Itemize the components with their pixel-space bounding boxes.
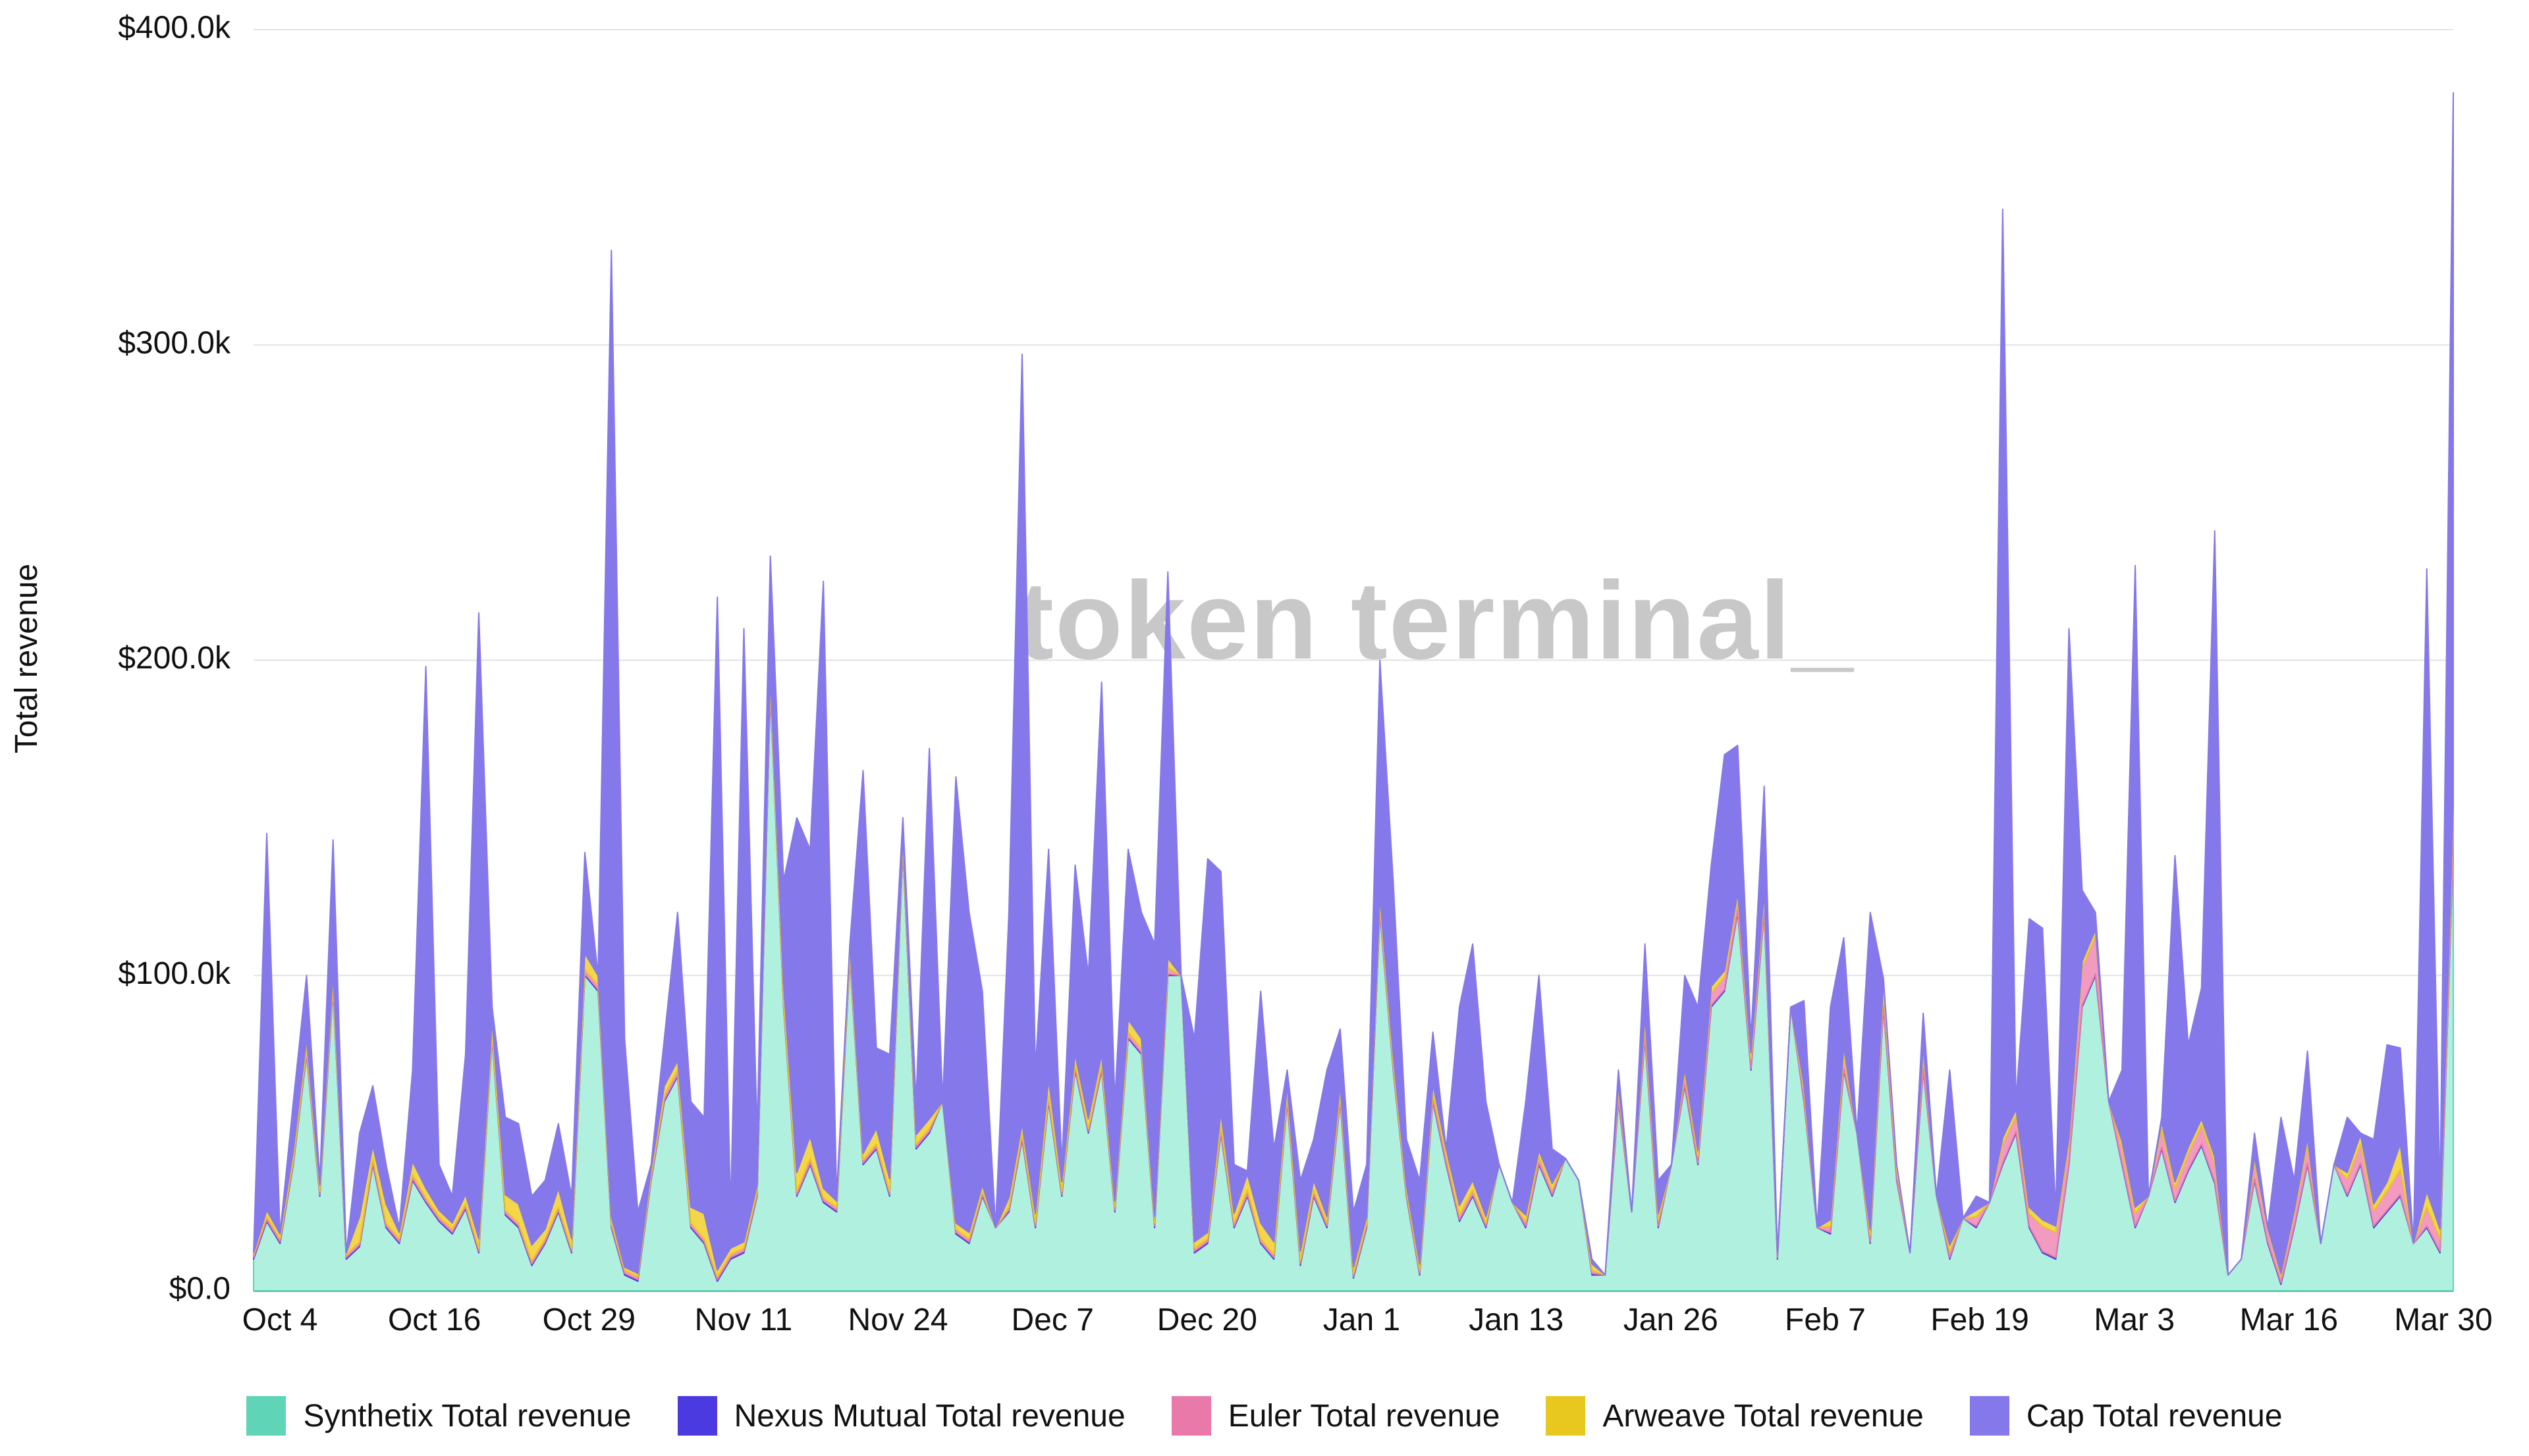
x-tick-label: Oct 4 xyxy=(242,1303,318,1337)
y-tick-label: $300.0k xyxy=(118,325,231,360)
legend-item-4[interactable]: Cap Total revenue xyxy=(1969,1396,2283,1436)
legend-swatch xyxy=(677,1396,717,1436)
legend-item-0[interactable]: Synthetix Total revenue xyxy=(246,1396,632,1436)
legend-label: Nexus Mutual Total revenue xyxy=(734,1398,1126,1434)
legend-label: Cap Total revenue xyxy=(2026,1398,2283,1434)
watermark: token terminal_ xyxy=(1017,558,1855,682)
legend-item-2[interactable]: Euler Total revenue xyxy=(1171,1396,1500,1436)
x-tick-label: Oct 29 xyxy=(543,1303,636,1337)
legend-swatch xyxy=(1969,1396,2009,1436)
x-tick-label: Jan 26 xyxy=(1623,1303,1718,1337)
x-tick-label: Mar 30 xyxy=(2394,1303,2492,1337)
legend-swatch xyxy=(1171,1396,1211,1436)
x-tick-label: Mar 16 xyxy=(2240,1303,2338,1337)
y-tick-label: $200.0k xyxy=(118,641,231,676)
legend-item-3[interactable]: Arweave Total revenue xyxy=(1546,1396,1924,1436)
y-axis-title: Total revenue xyxy=(9,564,44,753)
legend-label: Arweave Total revenue xyxy=(1602,1398,1924,1434)
area-series-4 xyxy=(253,92,2454,1276)
legend-swatch xyxy=(246,1396,286,1436)
x-axis-ticks: Oct 4 Oct 16 Oct 29 Nov 11 Nov 24 Dec 7 Dec 20… xyxy=(242,1303,2493,1337)
legend-item-1[interactable]: Nexus Mutual Total revenue xyxy=(677,1396,1126,1436)
x-tick-label: Oct 16 xyxy=(388,1303,481,1337)
y-tick-label: $100.0k xyxy=(118,956,231,991)
x-tick-label: Feb 19 xyxy=(1930,1303,2028,1337)
stacked-area-chart: token terminal_ $0.0 $100.0k $200.0k $300.0… xyxy=(9,11,2493,1337)
y-axis-ticks: $0.0 $100.0k $200.0k $300.0k $400.0k xyxy=(118,11,231,1307)
y-tick-label: $400.0k xyxy=(118,11,231,45)
chart-legend: Synthetix Total revenue Nexus Mutual Tota… xyxy=(0,1396,2529,1436)
x-tick-label: Nov 11 xyxy=(695,1303,793,1337)
x-tick-label: Jan 1 xyxy=(1323,1303,1400,1337)
x-tick-label: Feb 7 xyxy=(1785,1303,1866,1337)
x-tick-label: Dec 20 xyxy=(1157,1303,1257,1337)
x-tick-label: Jan 13 xyxy=(1469,1303,1564,1337)
legend-swatch xyxy=(1546,1396,1586,1436)
x-tick-label: Dec 7 xyxy=(1012,1303,1094,1337)
legend-label: Synthetix Total revenue xyxy=(303,1398,632,1434)
legend-label: Euler Total revenue xyxy=(1228,1398,1500,1434)
area-series-layer xyxy=(253,92,2454,1291)
y-tick-label: $0.0 xyxy=(169,1272,231,1307)
x-tick-label: Nov 24 xyxy=(848,1303,948,1337)
x-tick-label: Mar 3 xyxy=(2094,1303,2175,1337)
